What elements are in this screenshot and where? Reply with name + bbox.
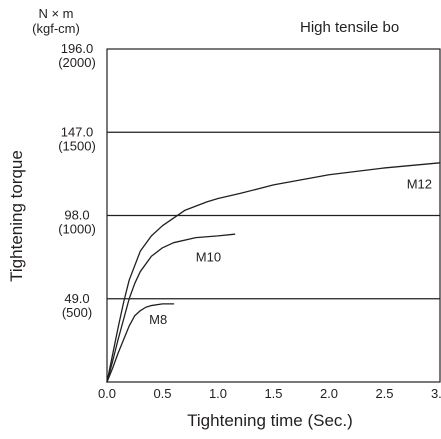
y-tick-sublabel: (1500) <box>58 138 96 153</box>
plot-frame <box>106 48 441 383</box>
series-label-m8: M8 <box>149 312 167 327</box>
series-line-m12 <box>106 162 441 383</box>
series-label-m10: M10 <box>196 249 221 264</box>
x-tick-label: 0.0 <box>98 386 116 401</box>
y-unit-label: N × m <box>38 6 73 21</box>
chart-title: High tensile bo <box>300 19 399 36</box>
y-unit-sublabel: (kgf-cm) <box>32 21 80 36</box>
y-axis-title: Tightening torque <box>7 150 26 282</box>
y-tick-label: 98.0 <box>64 208 89 223</box>
x-tick-label: 0.5 <box>153 386 171 401</box>
y-tick-label: 49.0 <box>64 291 89 306</box>
x-tick-label: 1.5 <box>264 386 282 401</box>
x-tick-label: 3.0 <box>431 386 441 401</box>
y-tick-label: 196.0 <box>61 41 94 56</box>
x-tick-label: 2.0 <box>320 386 338 401</box>
y-tick-sublabel: (1000) <box>58 222 96 237</box>
series-label-m12: M12 <box>407 176 432 191</box>
x-axis-title: Tightening time (Sec.) <box>187 411 353 430</box>
x-tick-label: 1.0 <box>209 386 227 401</box>
y-tick-sublabel: (500) <box>62 305 92 320</box>
y-tick-sublabel: (2000) <box>58 55 96 70</box>
x-tick-label: 2.5 <box>375 386 393 401</box>
series-line-m10 <box>106 233 236 383</box>
y-tick-label: 147.0 <box>61 124 94 139</box>
series-line-m8 <box>106 303 175 383</box>
